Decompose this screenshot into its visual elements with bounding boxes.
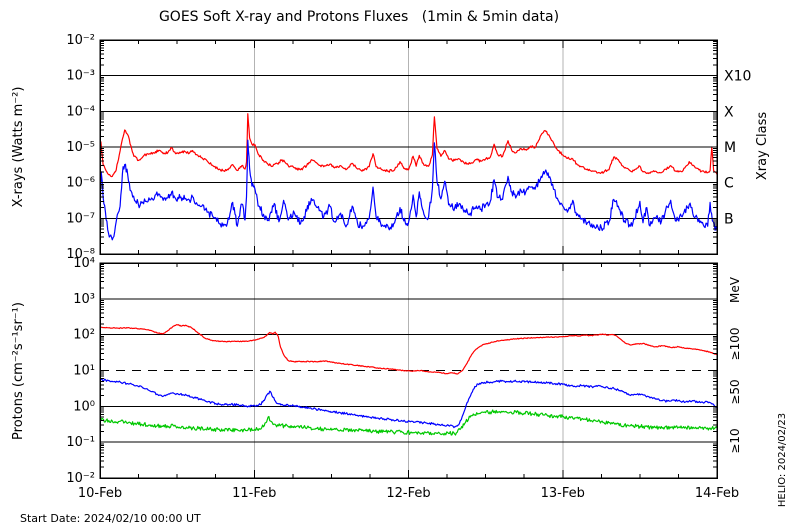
ytick-label: 10⁻⁸: [66, 247, 95, 262]
credit-label: HELIO: 2024/02/23: [777, 413, 788, 507]
xray-class-tick-label: B: [724, 211, 734, 227]
xray-y-axis-label: X-rays (Watts m⁻²): [11, 87, 26, 208]
ytick-label: 10⁴: [73, 256, 95, 271]
ytick-label: 10⁻⁷: [66, 211, 95, 226]
ytick-label: 10¹: [73, 364, 95, 379]
proton-y-axis-label: Protons (cm⁻²s⁻¹sr⁻¹): [11, 302, 26, 440]
proton-energy-label: ≥50: [728, 379, 742, 404]
series-protons-ge100MeV: [100, 409, 717, 436]
xray-class-tick-label: X: [724, 104, 734, 120]
ytick-label: 10⁻⁵: [66, 140, 95, 155]
ytick-label: 10⁻⁴: [66, 104, 95, 119]
series-protons-ge50MeV: [100, 378, 717, 429]
ytick-label: 10⁻³: [66, 69, 95, 84]
xtick-label: 11-Feb: [232, 486, 276, 501]
labels-layer: 10⁻² 10⁻³ 10⁻⁴ 10⁻⁵ 10⁻⁶ 10⁻⁷ 10⁻⁸ X10 X M C B 10⁴ 10…: [66, 33, 751, 501]
xtick-label: 13-Feb: [541, 486, 585, 501]
ytick-label: 10⁻¹: [66, 435, 95, 450]
xray-class-tick-label: C: [724, 176, 734, 192]
ytick-label: 10⁻²: [66, 471, 95, 486]
series-xray-flux-red: [100, 113, 717, 178]
series-layer: [100, 113, 717, 436]
xray-class-tick-label: M: [724, 140, 736, 156]
series-xray-flux-blue: [100, 139, 717, 241]
xray-class-tick-label: X10: [724, 69, 751, 85]
ytick-label: 10⁰: [73, 399, 95, 414]
ytick-label: 10⁻⁶: [66, 176, 95, 191]
ytick-label: 10⁻²: [66, 33, 95, 48]
mev-axis-label: MeV: [728, 276, 742, 303]
ytick-label: 10²: [73, 328, 95, 343]
proton-energy-label: ≥10: [728, 428, 742, 453]
xtick-label: 10-Feb: [78, 486, 122, 501]
xtick-label: 14-Feb: [695, 486, 739, 501]
chart-title: GOES Soft X-ray and Protons Fluxes (1min…: [159, 9, 559, 25]
proton-energy-label: ≥100: [728, 328, 742, 361]
series-protons-ge10MeV: [100, 324, 717, 375]
xray-class-axis-label: Xray Class: [755, 112, 770, 180]
start-date-label: Start Date: 2024/02/10 00:00 UT: [20, 512, 201, 525]
grid-layer: [100, 40, 717, 478]
axes-layer: [99, 39, 718, 479]
xtick-label: 12-Feb: [386, 486, 430, 501]
ytick-label: 10³: [73, 292, 95, 307]
